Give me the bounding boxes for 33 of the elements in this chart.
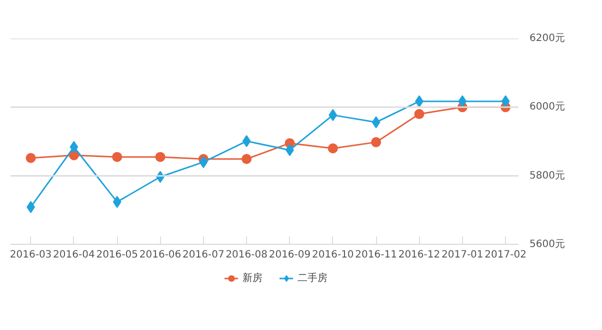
point: [328, 109, 338, 122]
x-tick-label: 2016-10: [312, 250, 354, 260]
point: [501, 95, 510, 108]
y-tick-label: 5800元: [530, 170, 565, 182]
y-tick-label: 6200元: [530, 33, 565, 44]
point: [242, 135, 251, 148]
point: [414, 109, 424, 120]
legend-label: 二手房: [298, 272, 328, 285]
point: [112, 152, 122, 162]
x-tick-label: 2016-09: [268, 250, 311, 260]
x-tick-label: 2017-02: [484, 250, 526, 260]
point: [242, 154, 252, 164]
point: [458, 95, 467, 108]
x-tick-label: 2016-07: [182, 250, 224, 260]
x-tick-label: 2016-04: [53, 250, 95, 260]
point: [199, 156, 208, 168]
point: [70, 140, 78, 153]
x-tick-label: 2016-12: [398, 250, 440, 260]
x-tick-label: 2016-03: [10, 250, 52, 260]
x-tick-label: 2016-05: [96, 250, 138, 260]
x-tick-label: 2016-11: [355, 250, 397, 260]
point: [112, 196, 122, 208]
y-tick-label: 6000元: [530, 102, 565, 113]
x-tick-label: 2017-01: [442, 250, 484, 260]
x-tick-label: 2016-08: [226, 250, 268, 260]
point: [328, 143, 338, 154]
y-tick-label: 5600元: [530, 239, 565, 250]
legend-label: 新房: [242, 272, 262, 285]
point: [372, 116, 380, 128]
point: [155, 152, 166, 162]
point: [371, 137, 382, 148]
point: [26, 152, 36, 163]
x-tick-label: 2016-06: [139, 250, 182, 260]
